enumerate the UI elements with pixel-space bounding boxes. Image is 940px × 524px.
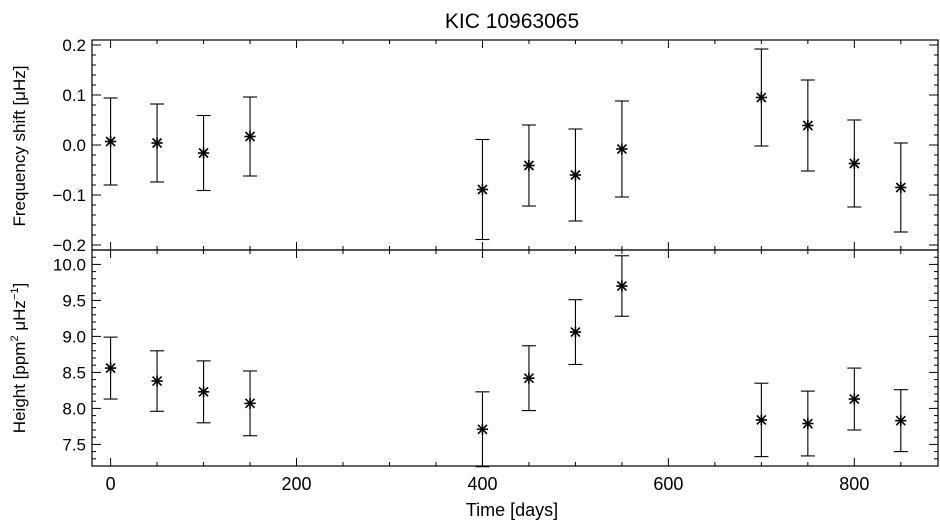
x-tick-label: 0 xyxy=(106,474,116,494)
height-data-point xyxy=(150,350,165,412)
freq-y-tick-label: 0.0 xyxy=(62,136,86,155)
freq-data-point xyxy=(150,103,165,183)
height-plot-frame xyxy=(91,249,939,467)
height-data-point xyxy=(243,370,258,437)
freq-data-point xyxy=(475,138,490,241)
freq-data-point xyxy=(893,142,908,233)
height-data-point xyxy=(196,360,211,424)
freq-data-point xyxy=(568,128,583,222)
height-data-point xyxy=(893,389,908,453)
height-y-tick-label: 9.5 xyxy=(62,291,86,310)
height-data-point xyxy=(103,336,118,400)
x-tick-label: 800 xyxy=(839,474,869,494)
freq-data-point xyxy=(800,79,815,172)
freq-y-tick-label: 0.1 xyxy=(62,86,86,105)
freq-y-tick-label: 0.2 xyxy=(62,36,86,55)
height-y-tick-label: 8.5 xyxy=(62,363,86,382)
freq-data-point xyxy=(847,119,862,208)
height-data-point xyxy=(568,299,583,366)
x-axis-label: Time [days] xyxy=(466,500,558,520)
freq-y-axis-label: Frequency shift [μHz] xyxy=(10,66,29,227)
height-panel: 7.5 8.0 8.5 9.0 9.5 10.0 Height [ppm2 μHz−1] 0 2… xyxy=(9,249,939,494)
freq-data-point xyxy=(196,114,211,192)
height-data-point xyxy=(754,382,769,458)
height-y-tick-label: 9.0 xyxy=(62,327,86,346)
height-y-tick-label: 8.0 xyxy=(62,399,86,418)
freq-data-point xyxy=(754,48,769,147)
chart-title: KIC 10963065 xyxy=(445,10,579,33)
freq-y-tick-label: −0.2 xyxy=(52,236,86,255)
x-tick-label: 400 xyxy=(467,474,497,494)
freq-data-point xyxy=(614,100,629,198)
freq-y-tick-label: −0.1 xyxy=(52,186,86,205)
freq-plot-frame xyxy=(91,39,939,251)
freq-data-point xyxy=(243,96,258,177)
height-data-point xyxy=(800,390,815,457)
height-data-point xyxy=(847,367,862,431)
freq-data-point xyxy=(103,97,118,186)
frequency-shift-panel: −0.2 −0.1 0.0 0.1 0.2 Frequency shift [μHz] xyxy=(10,36,939,255)
x-tick-label: 600 xyxy=(653,474,683,494)
height-data-point xyxy=(475,391,490,468)
height-data-point xyxy=(521,345,536,412)
height-data-point xyxy=(614,255,629,317)
height-y-axis-label: Height [ppm2 μHz−1] xyxy=(9,283,29,433)
height-y-tick-label: 10.0 xyxy=(53,255,86,274)
x-tick-label: 200 xyxy=(282,474,312,494)
freq-data-point xyxy=(521,124,536,207)
height-y-tick-label: 7.5 xyxy=(62,435,86,454)
